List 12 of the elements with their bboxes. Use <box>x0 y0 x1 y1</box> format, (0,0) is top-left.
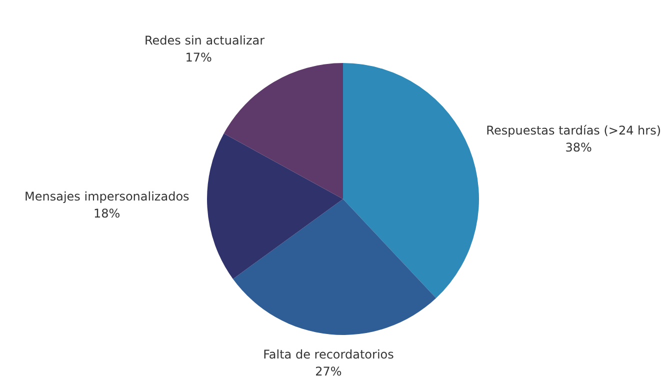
slice-label: Falta de recordatorios <box>263 347 394 362</box>
slice-label: Mensajes impersonalizados <box>24 190 190 204</box>
pie-slice <box>224 63 343 199</box>
slice-label: Redes sin actualizar <box>144 33 265 48</box>
pie-slice <box>207 133 343 279</box>
pie-slice <box>232 199 436 335</box>
data-label: 38% <box>565 140 592 154</box>
data-label: 17% <box>185 50 212 64</box>
slice-label: Respuestas tardías (>24 hrs) <box>486 123 662 138</box>
pie-slice <box>343 63 479 298</box>
data-label: 18% <box>93 206 120 221</box>
data-label: 27% <box>315 364 342 378</box>
